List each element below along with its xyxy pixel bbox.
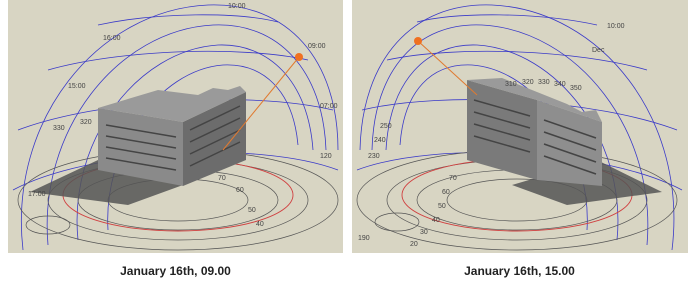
scale-label: 09:00 bbox=[308, 43, 326, 50]
scale-label: 17:00 bbox=[28, 191, 46, 198]
scale-label: 70 bbox=[218, 175, 226, 182]
scale-label: 350 bbox=[570, 85, 582, 92]
scale-label: 330 bbox=[538, 79, 550, 86]
sun bbox=[295, 53, 303, 61]
scale-label: 16:00 bbox=[103, 35, 121, 42]
scale-label: 120 bbox=[320, 153, 332, 160]
scale-label: Dec bbox=[592, 47, 605, 54]
scale-label: 60 bbox=[442, 189, 450, 196]
scale-label: 40 bbox=[432, 217, 440, 224]
scale-label: 20 bbox=[410, 241, 418, 248]
scale-label: 310 bbox=[505, 81, 517, 88]
sun bbox=[414, 37, 422, 45]
scale-label: 07:00 bbox=[320, 103, 338, 110]
scale-label: 70 bbox=[449, 175, 457, 182]
scale-label: 15:00 bbox=[68, 83, 86, 90]
scale-label: 230 bbox=[368, 153, 380, 160]
caption: January 16th, 09.00 bbox=[8, 264, 343, 278]
scale-label: 60 bbox=[236, 187, 244, 194]
figure: 16:0015:0010:0009:0007:00330320706050401… bbox=[0, 0, 690, 284]
scale-label: 240 bbox=[374, 137, 386, 144]
caption: January 16th, 15.00 bbox=[352, 264, 687, 278]
scale-label: 320 bbox=[522, 79, 534, 86]
scale-label: 340 bbox=[554, 81, 566, 88]
scale-label: 10:00 bbox=[607, 23, 625, 30]
scale-label: 50 bbox=[438, 203, 446, 210]
scale-label: 30 bbox=[420, 229, 428, 236]
scale-label: 190 bbox=[358, 235, 370, 242]
scale-label: 10:00 bbox=[228, 3, 246, 10]
scale-label: 40 bbox=[256, 221, 264, 228]
scale-label: 330 bbox=[53, 125, 65, 132]
scale-label: 320 bbox=[80, 119, 92, 126]
scale-label: 50 bbox=[248, 207, 256, 214]
scale-label: 250 bbox=[380, 123, 392, 130]
